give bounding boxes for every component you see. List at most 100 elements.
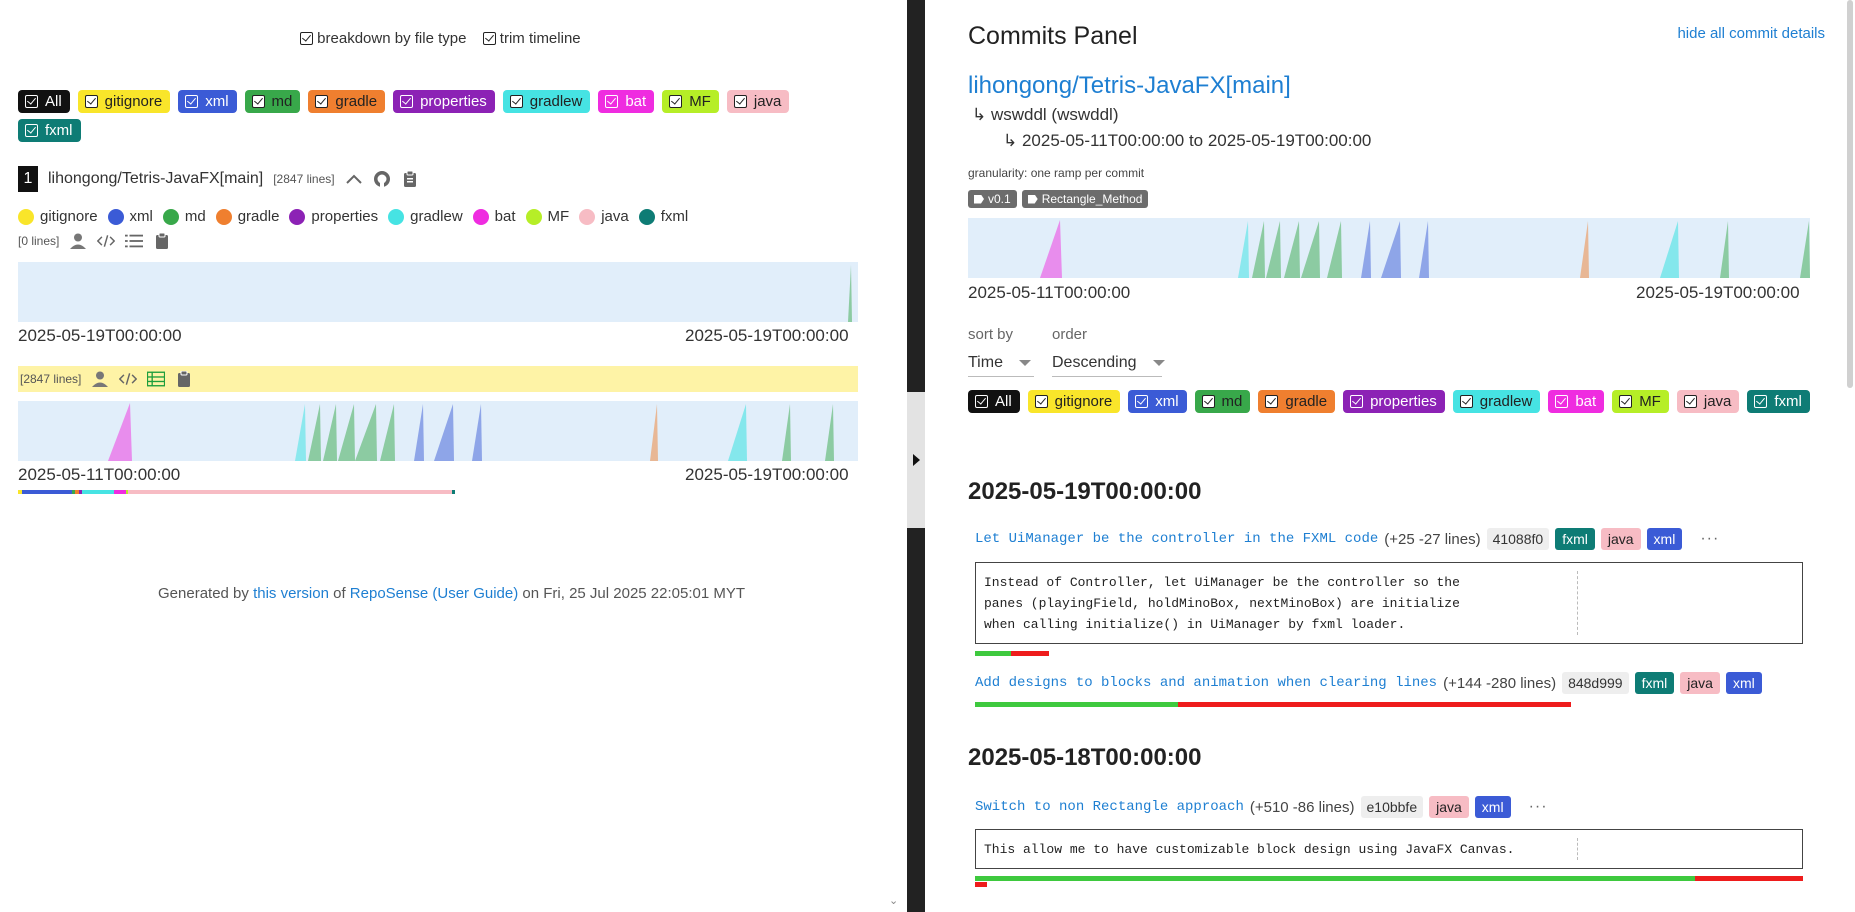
checkbox-icon[interactable]	[1683, 395, 1697, 408]
checkbox-icon[interactable]	[25, 95, 38, 108]
file-type-chip-fxml[interactable]: fxml	[1747, 390, 1810, 413]
checkbox-icon[interactable]	[1619, 395, 1633, 408]
checkbox-icon[interactable]	[251, 95, 265, 108]
clipboard-icon[interactable]	[175, 370, 193, 388]
user-icon[interactable]	[69, 232, 87, 250]
reposense-link[interactable]: RepoSense	[349, 585, 429, 602]
filebar-segment	[114, 490, 126, 494]
file-type-breakdown-bar	[18, 490, 455, 494]
checkbox-icon[interactable]	[1265, 395, 1279, 408]
file-type-chip-md[interactable]: md	[244, 90, 301, 113]
legend-item: xml	[107, 208, 153, 225]
commit-message-link[interactable]: Add designs to blocks and animation when…	[975, 675, 1438, 691]
file-type-chip-all[interactable]: All	[968, 390, 1020, 413]
ramp-start-date: 2025-05-19T00:00:00	[18, 326, 182, 345]
checkbox-icon[interactable]	[400, 95, 414, 108]
panel-toggle-handle[interactable]	[907, 392, 925, 528]
code-icon[interactable]	[97, 232, 116, 250]
checkbox-icon[interactable]	[509, 95, 523, 108]
panel-ramp-end: 2025-05-19T00:00:00	[1636, 283, 1800, 302]
file-type-chip-xml[interactable]: xml	[1128, 390, 1187, 413]
commit-file-type-tag: fxml	[1634, 672, 1675, 694]
table-list-icon[interactable]	[147, 370, 166, 388]
checkbox-icon[interactable]	[605, 95, 619, 108]
trim-timeline-toggle[interactable]: trim timeline	[482, 30, 581, 47]
file-type-chip-xml[interactable]: xml	[178, 90, 237, 113]
file-type-chip-properties[interactable]: properties	[1343, 390, 1445, 413]
repo-header: 1 lihongong/Tetris-JavaFX[main] [2847 li…	[18, 166, 419, 192]
file-type-chip-gradlew[interactable]: gradlew	[1452, 390, 1541, 413]
checkbox-icon[interactable]	[1135, 395, 1149, 408]
clipboard-icon[interactable]	[401, 170, 419, 188]
commit-message-link[interactable]: Switch to non Rectangle approach	[975, 799, 1244, 815]
checkbox-icon[interactable]	[185, 95, 199, 108]
commit-hash[interactable]: 41088f0	[1486, 528, 1550, 550]
commit-hash[interactable]: e10bbfe	[1360, 796, 1424, 818]
checkbox-icon[interactable]	[1555, 395, 1569, 408]
version-link[interactable]: this version	[253, 585, 329, 602]
file-type-chip-mf[interactable]: MF	[1612, 390, 1669, 413]
file-type-chip-java[interactable]: java	[1676, 390, 1740, 413]
ramp-mark	[308, 404, 321, 461]
hide-commit-details-link[interactable]: hide all commit details	[1677, 25, 1825, 42]
ramp-mark	[1252, 221, 1265, 278]
chevron-up-icon[interactable]	[345, 170, 363, 188]
ramp-mark	[728, 404, 747, 461]
file-type-chip-properties[interactable]: properties	[393, 90, 495, 113]
checkbox-icon[interactable]	[669, 95, 683, 108]
checkbox-icon[interactable]	[1034, 395, 1048, 408]
file-type-chip-gitignore[interactable]: gitignore	[77, 90, 171, 113]
legend-item: properties	[289, 208, 378, 225]
filebar-segment	[79, 490, 82, 494]
commit-body-line: panes (playingField, holdMinoBox, nextMi…	[984, 596, 1460, 611]
sort-by-select[interactable]: Time	[968, 349, 1034, 377]
checkbox-icon[interactable]	[84, 95, 98, 108]
panel-repo-name[interactable]: lihongong/Tetris-JavaFX[main]	[968, 72, 1291, 99]
code-icon[interactable]	[119, 370, 138, 388]
commit-hash[interactable]: 848d999	[1562, 672, 1629, 694]
user-icon[interactable]	[91, 370, 109, 388]
more-options-icon[interactable]: ···	[1700, 530, 1720, 547]
file-type-chip-bat[interactable]: bat	[1548, 390, 1605, 413]
checkbox-icon[interactable]	[315, 95, 329, 108]
author-ramp-chart	[18, 401, 858, 461]
checkbox-icon[interactable]	[733, 95, 747, 108]
checkbox-icon[interactable]	[482, 32, 496, 45]
file-type-chip-java[interactable]: java	[726, 90, 790, 113]
file-type-chip-fxml[interactable]: fxml	[18, 119, 81, 142]
file-type-chip-mf[interactable]: MF	[662, 90, 719, 113]
checkbox-icon[interactable]	[300, 32, 313, 45]
list-icon[interactable]	[125, 232, 144, 250]
github-icon[interactable]	[373, 170, 391, 188]
filebar-segment	[452, 490, 455, 494]
clipboard-icon[interactable]	[153, 232, 171, 250]
checkbox-icon[interactable]	[25, 124, 38, 137]
checkbox-icon[interactable]	[1459, 395, 1473, 408]
legend-dot	[579, 208, 596, 225]
checkbox-icon[interactable]	[975, 395, 988, 408]
file-type-chip-gradle[interactable]: gradle	[308, 90, 386, 113]
file-type-chip-gradlew[interactable]: gradlew	[502, 90, 591, 113]
ramp-start-date: 2025-05-11T00:00:00	[18, 465, 181, 484]
file-type-chip-bat[interactable]: bat	[598, 90, 655, 113]
file-type-chip-all[interactable]: All	[18, 90, 70, 113]
repo-name[interactable]: lihongong/Tetris-JavaFX[main]	[48, 170, 264, 187]
checkbox-icon[interactable]	[1754, 395, 1768, 408]
file-type-chip-md[interactable]: md	[1194, 390, 1251, 413]
file-type-chip-gradle[interactable]: gradle	[1258, 390, 1336, 413]
scrollbar[interactable]	[1847, 0, 1853, 388]
checkbox-icon[interactable]	[1350, 395, 1364, 408]
tag-badge: v0.1	[968, 190, 1017, 208]
breakdown-toggle[interactable]: breakdown by file type	[300, 30, 466, 47]
granularity-label: granularity: one ramp per commit	[968, 166, 1145, 180]
filebar-segment	[126, 490, 128, 494]
file-type-chip-gitignore[interactable]: gitignore	[1027, 390, 1121, 413]
commit-row: Let UiManager be the controller in the F…	[975, 528, 1719, 550]
commit-message-link[interactable]: Let UiManager be the controller in the F…	[975, 531, 1379, 547]
checkbox-icon[interactable]	[1201, 395, 1215, 408]
ramp-mark	[1301, 221, 1320, 278]
user-guide-link[interactable]: (User Guide)	[432, 585, 519, 602]
more-options-icon[interactable]: ···	[1528, 798, 1548, 815]
order-select[interactable]: Descending	[1052, 349, 1165, 377]
scroll-down-arrow-icon[interactable]: ⌄	[889, 895, 899, 907]
